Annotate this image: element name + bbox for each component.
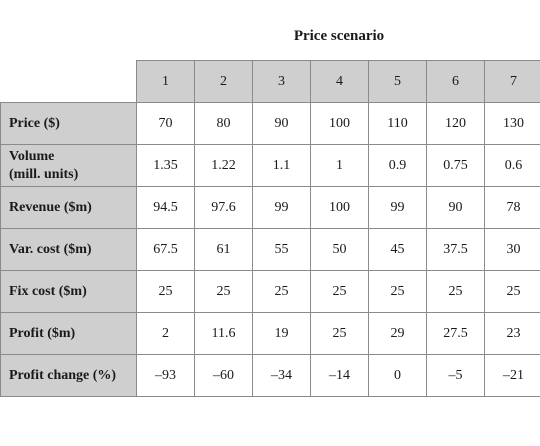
row-label-line: Revenue ($m) — [9, 199, 92, 215]
row-label-line: Var. cost ($m) — [9, 241, 92, 257]
row-label-line: Profit change (%) — [9, 367, 117, 383]
row-label-line: (mill. units) — [9, 166, 79, 182]
cell-revenue-scenario-1: 94.5 — [136, 186, 195, 229]
cell-profit-scenario-7: 23 — [484, 312, 540, 355]
row-label-profit: Profit ($m) — [0, 312, 137, 355]
cell-volume-scenario-4: 1 — [310, 144, 369, 187]
cell-price-scenario-5: 110 — [368, 102, 427, 145]
cell-revenue-scenario-2: 97.6 — [194, 186, 253, 229]
cell-price-scenario-1: 70 — [136, 102, 195, 145]
cell-profit-scenario-6: 27.5 — [426, 312, 485, 355]
row-label-line: Price ($) — [9, 115, 60, 131]
table-row-profit-change: Profit change (%) –93 –60 –34 –14 0 –5 –21 — [0, 354, 540, 397]
cell-fix-cost-scenario-1: 25 — [136, 270, 195, 313]
cell-profit-change-scenario-3: –34 — [252, 354, 311, 397]
scenario-header-7: 7 — [484, 60, 540, 103]
cell-var-cost-scenario-7: 30 — [484, 228, 540, 271]
cell-fix-cost-scenario-7: 25 — [484, 270, 540, 313]
row-label-var-cost: Var. cost ($m) — [0, 228, 137, 271]
cell-fix-cost-scenario-6: 25 — [426, 270, 485, 313]
scenario-header-1: 1 — [136, 60, 195, 103]
cell-volume-scenario-6: 0.75 — [426, 144, 485, 187]
table-row-price: Price ($) 70 80 90 100 110 120 130 — [0, 102, 540, 145]
cell-volume-scenario-5: 0.9 — [368, 144, 427, 187]
row-label-volume: Volume (mill. units) — [0, 144, 137, 187]
cell-var-cost-scenario-3: 55 — [252, 228, 311, 271]
row-label-line: Fix cost ($m) — [9, 283, 87, 299]
scenario-header-3: 3 — [252, 60, 311, 103]
cell-profit-change-scenario-4: –14 — [310, 354, 369, 397]
table-caption: Price scenario — [293, 28, 385, 44]
cell-revenue-scenario-6: 90 — [426, 186, 485, 229]
cell-profit-change-scenario-7: –21 — [484, 354, 540, 397]
cell-fix-cost-scenario-4: 25 — [310, 270, 369, 313]
cell-var-cost-scenario-4: 50 — [310, 228, 369, 271]
row-label-price: Price ($) — [0, 102, 137, 145]
price-scenario-table: 1 2 3 4 5 6 7 Price ($) 70 80 90 100 110 120 13… — [0, 60, 540, 397]
cell-fix-cost-scenario-3: 25 — [252, 270, 311, 313]
scenario-header-row: 1 2 3 4 5 6 7 — [0, 60, 540, 103]
cell-volume-scenario-7: 0.6 — [484, 144, 540, 187]
table-row-volume: Volume (mill. units) 1.35 1.22 1.1 1 0.9 0.75 0.… — [0, 144, 540, 187]
cell-volume-scenario-2: 1.22 — [194, 144, 253, 187]
cell-price-scenario-6: 120 — [426, 102, 485, 145]
cell-revenue-scenario-4: 100 — [310, 186, 369, 229]
cell-revenue-scenario-7: 78 — [484, 186, 540, 229]
table-row-profit: Profit ($m) 2 11.6 19 25 29 27.5 23 — [0, 312, 540, 355]
cell-var-cost-scenario-1: 67.5 — [136, 228, 195, 271]
cell-profit-scenario-5: 29 — [368, 312, 427, 355]
cell-price-scenario-4: 100 — [310, 102, 369, 145]
cell-profit-change-scenario-6: –5 — [426, 354, 485, 397]
cell-profit-scenario-3: 19 — [252, 312, 311, 355]
cell-profit-scenario-2: 11.6 — [194, 312, 253, 355]
scenario-header-2: 2 — [194, 60, 253, 103]
row-label-line: Volume — [9, 148, 55, 164]
cell-revenue-scenario-3: 99 — [252, 186, 311, 229]
cell-var-cost-scenario-5: 45 — [368, 228, 427, 271]
cell-volume-scenario-1: 1.35 — [136, 144, 195, 187]
cell-fix-cost-scenario-2: 25 — [194, 270, 253, 313]
scenario-header-5: 5 — [368, 60, 427, 103]
cell-revenue-scenario-5: 99 — [368, 186, 427, 229]
cell-price-scenario-3: 90 — [252, 102, 311, 145]
scenario-header-6: 6 — [426, 60, 485, 103]
cell-profit-change-scenario-2: –60 — [194, 354, 253, 397]
table-row-fix-cost: Fix cost ($m) 25 25 25 25 25 25 25 — [0, 270, 540, 313]
cell-profit-scenario-1: 2 — [136, 312, 195, 355]
row-label-profit-change: Profit change (%) — [0, 354, 137, 397]
row-label-fix-cost: Fix cost ($m) — [0, 270, 137, 313]
cell-price-scenario-7: 130 — [484, 102, 540, 145]
cell-var-cost-scenario-2: 61 — [194, 228, 253, 271]
cell-profit-scenario-4: 25 — [310, 312, 369, 355]
row-label-revenue: Revenue ($m) — [0, 186, 137, 229]
cell-profit-change-scenario-5: 0 — [368, 354, 427, 397]
cell-volume-scenario-3: 1.1 — [252, 144, 311, 187]
cell-profit-change-scenario-1: –93 — [136, 354, 195, 397]
table-row-revenue: Revenue ($m) 94.5 97.6 99 100 99 90 78 — [0, 186, 540, 229]
cell-fix-cost-scenario-5: 25 — [368, 270, 427, 313]
cell-var-cost-scenario-6: 37.5 — [426, 228, 485, 271]
table-row-var-cost: Var. cost ($m) 67.5 61 55 50 45 37.5 30 — [0, 228, 540, 271]
scenario-header-4: 4 — [310, 60, 369, 103]
corner-cell — [0, 60, 137, 103]
cell-price-scenario-2: 80 — [194, 102, 253, 145]
row-label-line: Profit ($m) — [9, 325, 76, 341]
